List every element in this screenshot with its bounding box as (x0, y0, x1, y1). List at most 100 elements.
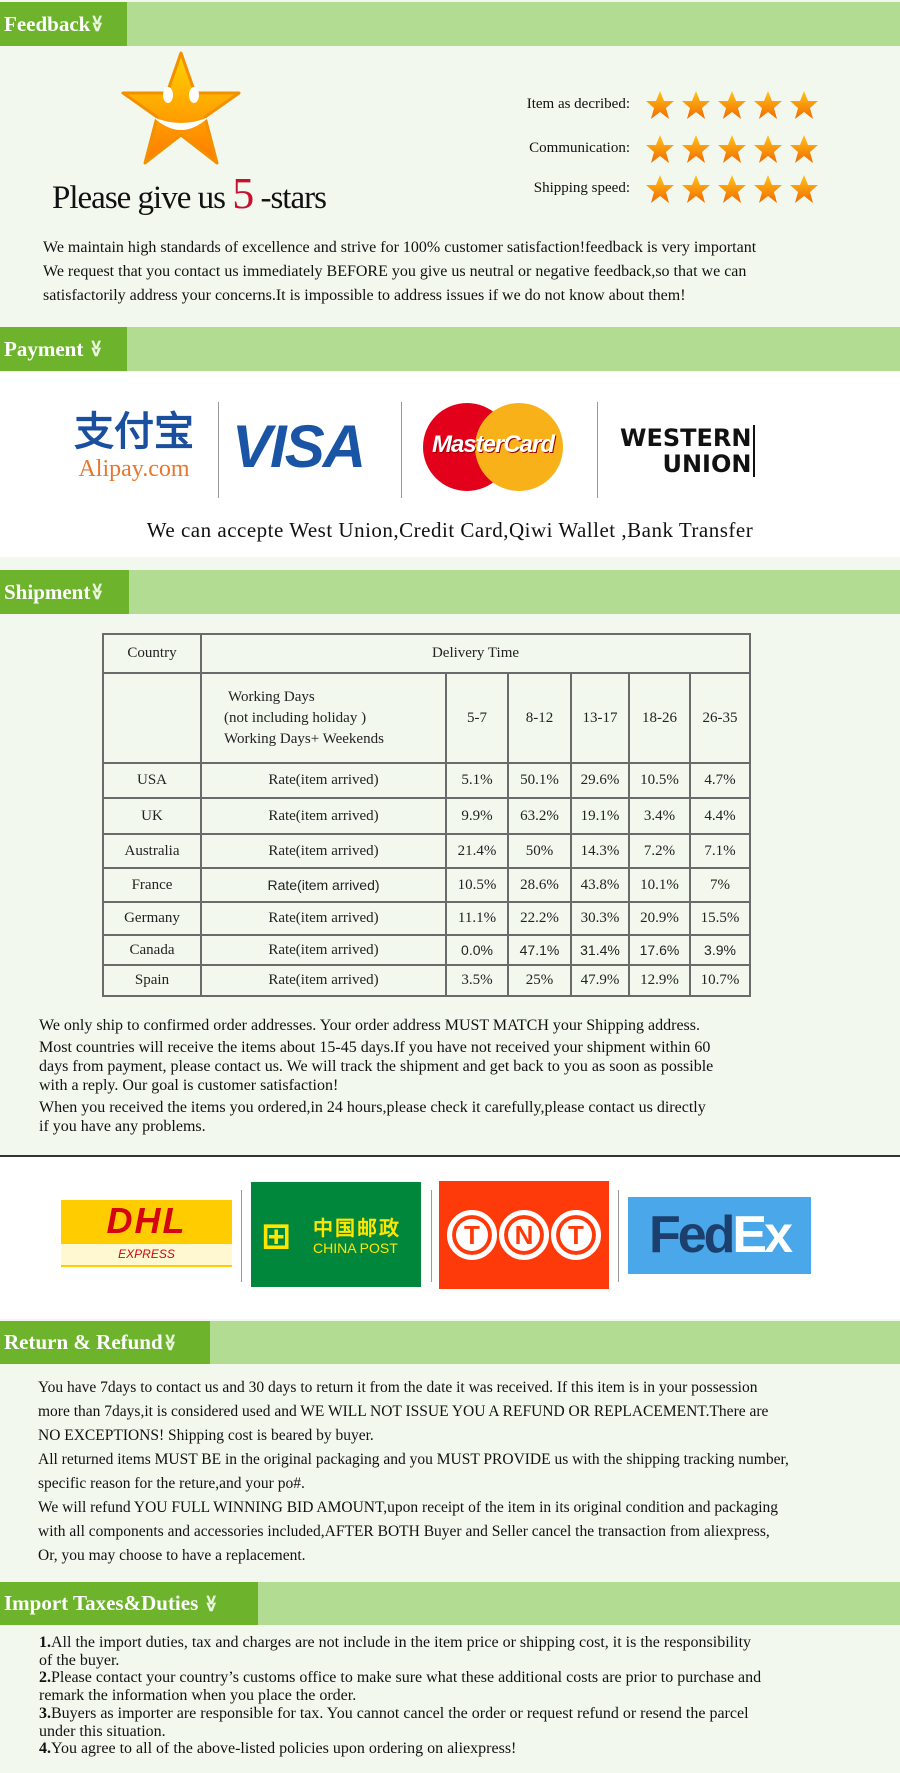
rate-value-cell: 50.1% (507, 762, 572, 799)
fedex-logo: FedEx (628, 1197, 811, 1274)
return-line: more than 7days,it is considered used an… (38, 1403, 769, 1420)
star-icon (645, 134, 675, 169)
shipment-header: Shipment ∨ ∨ (0, 570, 900, 614)
payment-title: Payment (4, 336, 84, 361)
star-icon (645, 174, 675, 209)
import-duties-text: 1.All the import duties, tax and charges… (39, 1634, 761, 1758)
range-header: 8-12 (507, 672, 572, 764)
table-row: Canada Rate(item arrived) 0.0% 47.1% 31.4% 17… (102, 934, 751, 966)
star-icon (717, 90, 747, 125)
rate-value-cell: 3.5% (445, 964, 509, 997)
feedback-header: Feedback ∨ ∨ (0, 2, 900, 46)
return-line: All returned items MUST BE in the origin… (38, 1451, 789, 1468)
rate-value-cell: 7.1% (689, 833, 751, 869)
china-post-logo: ⊞ 中国邮政 CHINA POST (251, 1182, 421, 1287)
rate-value-cell: 3.4% (628, 797, 691, 835)
chevron-down-icon: ∨ ∨ (163, 1331, 177, 1354)
import-item-line: of the buyer. (39, 1651, 120, 1669)
divider (241, 1190, 242, 1282)
rate-label-cell: Rate(item arrived) (200, 867, 447, 903)
import-header: Import Taxes&Duties ∨ ∨ (0, 1582, 900, 1625)
chevron-down-icon: ∨ ∨ (204, 1592, 219, 1615)
star-icon (789, 134, 819, 169)
country-cell: France (102, 867, 202, 903)
rate-value-cell: 28.6% (507, 867, 572, 903)
import-title: Import Taxes&Duties (4, 1591, 199, 1615)
range-header: 26-35 (689, 672, 751, 764)
rate-value-cell: 10.1% (628, 867, 691, 903)
divider (431, 1190, 432, 1282)
rating-label: Item as decribed: (526, 96, 630, 112)
rate-value-cell: 15.5% (689, 901, 751, 936)
smiley-star-icon (121, 51, 241, 165)
range-header: 13-17 (570, 672, 630, 764)
import-item-line: 1.All the import duties, tax and charges… (39, 1634, 752, 1651)
return-line: with all components and accessories incl… (38, 1523, 770, 1540)
delivery-table: Country Delivery Time Working Days (not in… (102, 633, 751, 997)
return-line: We will refund YOU FULL WINNING BID AMOU… (38, 1499, 779, 1516)
rate-value-cell: 7.2% (628, 833, 691, 869)
country-cell: UK (102, 797, 202, 835)
rate-value-cell: 17.6% (628, 934, 691, 966)
star-icon (753, 134, 783, 169)
star-icon (789, 174, 819, 209)
return-policy-text: You have 7days to contact us and 30 days… (38, 1376, 789, 1568)
rating-stars (645, 174, 819, 209)
country-cell: Canada (102, 934, 202, 966)
tnt-letter: T (551, 1210, 601, 1260)
return-line: Or, you may choose to have a replacement… (38, 1547, 306, 1564)
dhl-logo: DHL EXPRESS (61, 1200, 232, 1267)
rate-value-cell: 21.4% (445, 833, 509, 869)
return-line: NO EXCEPTIONS! Shipping cost is beared b… (38, 1427, 374, 1444)
rate-value-cell: 5.1% (445, 762, 509, 799)
rate-label-cell: Rate(item arrived) (200, 934, 447, 966)
import-item-line: 2.Please contact your country’s customs … (39, 1669, 762, 1687)
divider (618, 1190, 619, 1282)
import-item-line: remark the information when you place th… (39, 1687, 357, 1705)
alipay-logo: 支付宝 Alipay.com (74, 409, 194, 482)
rating-label: Shipping speed: (533, 180, 630, 196)
range-header: 5-7 (445, 672, 509, 764)
rate-value-cell: 4.7% (689, 762, 751, 799)
rate-value-cell: 20.9% (628, 901, 691, 936)
rate-value-cell: 22.2% (507, 901, 572, 936)
working-days-cell: Working Days (not including holiday ) Work… (200, 672, 447, 764)
star-icon (789, 90, 819, 125)
rate-value-cell: 10.5% (628, 762, 691, 799)
divider (218, 402, 219, 498)
feedback-paragraph: We maintain high standards of excellence… (43, 239, 757, 304)
rate-value-cell: 10.7% (689, 964, 751, 997)
rate-label-cell: Rate(item arrived) (200, 797, 447, 835)
star-icon (681, 134, 711, 169)
table-row: USA Rate(item arrived) 5.1% 50.1% 29.6% 10.5%… (102, 762, 751, 799)
rate-value-cell: 29.6% (570, 762, 630, 799)
shipping-notes: We only ship to confirmed order addresse… (39, 1017, 714, 1135)
western-union-logo: WESTERN UNION (620, 425, 756, 477)
return-title: Return & Refund (4, 1330, 163, 1354)
table-row: Spain Rate(item arrived) 3.5% 25% 47.9% 12.9%… (102, 964, 751, 997)
section-divider (0, 1155, 900, 1157)
rate-value-cell: 7% (689, 867, 751, 903)
divider (597, 402, 598, 498)
range-header: 18-26 (628, 672, 691, 764)
payment-header: Payment ∨ ∨ (0, 327, 900, 371)
return-line: You have 7days to contact us and 30 days… (38, 1379, 758, 1396)
star-icon (717, 134, 747, 169)
import-item-line: 3.Buyers as importer are responsible for… (39, 1704, 749, 1722)
table-row: UK Rate(item arrived) 9.9% 63.2% 19.1% 3.4% 4.… (102, 797, 751, 835)
rate-label-cell: Rate(item arrived) (200, 901, 447, 936)
country-cell: Germany (102, 901, 202, 936)
rate-value-cell: 30.3% (570, 901, 630, 936)
star-icon (717, 174, 747, 209)
tnt-letter: T (447, 1210, 497, 1260)
star-icon (681, 90, 711, 125)
rate-label-cell: Rate(item arrived) (200, 762, 447, 799)
country-header: Country (102, 633, 202, 674)
rate-value-cell: 43.8% (570, 867, 630, 903)
rate-value-cell: 11.1% (445, 901, 509, 936)
divider (401, 402, 402, 498)
chevron-down-icon: ∨ ∨ (90, 581, 105, 603)
rate-value-cell: 9.9% (445, 797, 509, 835)
table-row: France Rate(item arrived) 10.5% 28.6% 43.8% 1… (102, 867, 751, 903)
payment-accept-text: We can accepte West Union,Credit Card,Qi… (146, 518, 754, 542)
